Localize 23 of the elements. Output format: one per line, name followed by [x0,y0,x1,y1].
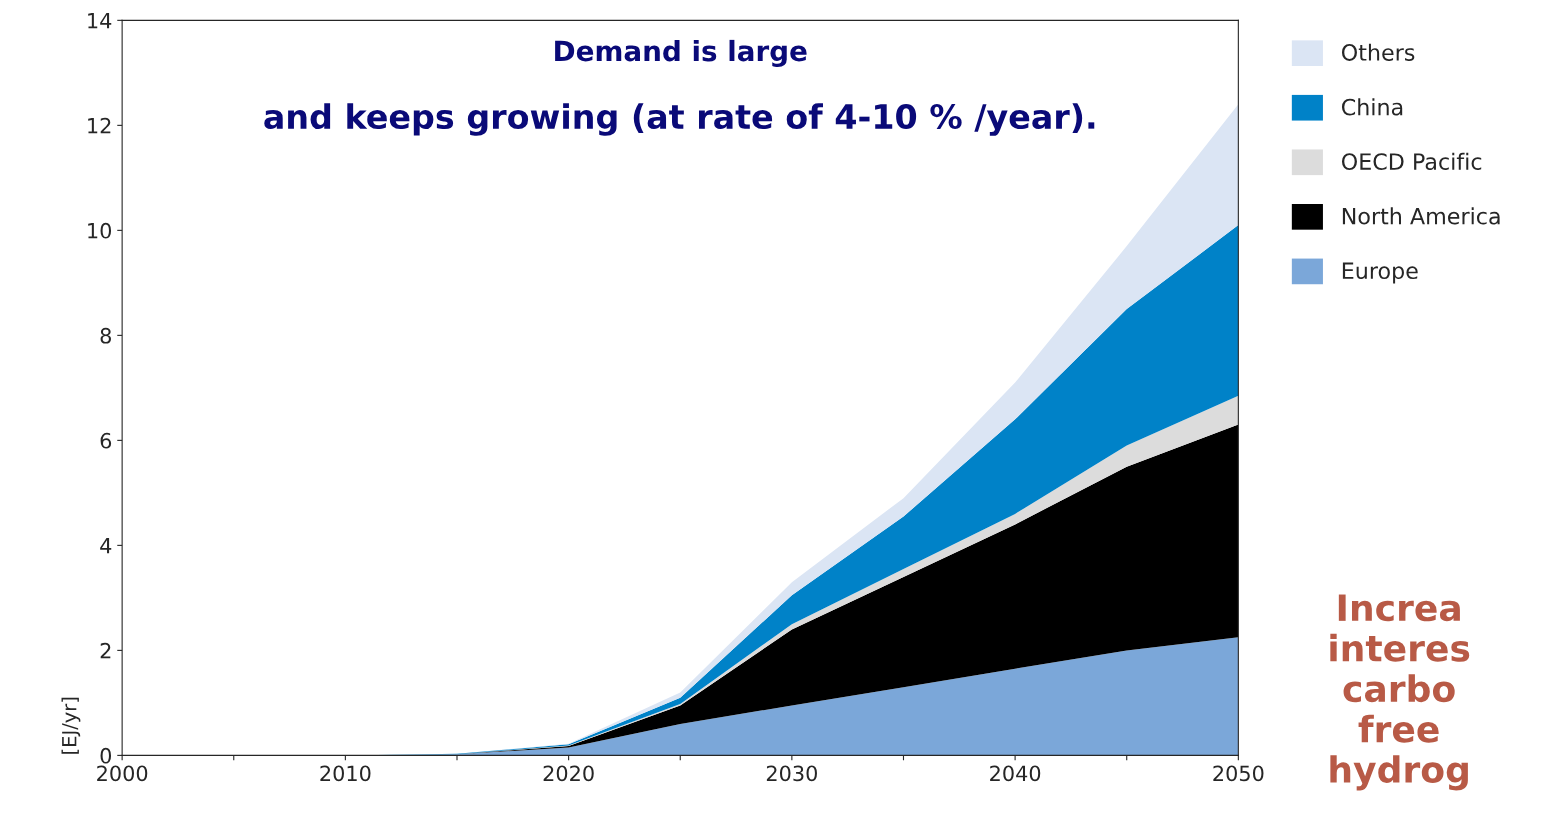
legend-label: Others [1341,43,1415,61]
legend-label: OECD Pacific [1341,152,1482,170]
text: Increa interes carbo free hydrog [1330,594,1470,791]
y-tick-label: 14 [88,13,112,29]
annotation: Demand is large [555,39,807,67]
y-tick-label: 4 [100,538,112,554]
y-tick-label: 0 [100,747,112,764]
x-tick-label: 2040 [990,765,1041,782]
legend-label: Europe [1342,262,1418,284]
legend-label: North America [1342,207,1500,225]
x-tick-label: 2020 [543,765,594,782]
annotation: and keeps growing (at rate of 4-10 % /year). [264,103,1095,136]
y-tick-label: 10 [88,222,112,239]
x-tick-label: 2000 [97,765,148,782]
y-tick-label: 6 [100,432,112,449]
y-tick-label: 8 [100,327,111,344]
x-tick-label: 2010 [320,765,371,782]
y-axis-title: [EJ/yr] [61,697,81,754]
x-tick-label: 2030 [766,765,817,782]
x-tick-label: 2050 [1213,765,1264,782]
y-tick-label: 2 [100,642,111,659]
legend-label: China [1341,98,1403,116]
y-tick-label: 12 [88,117,111,134]
